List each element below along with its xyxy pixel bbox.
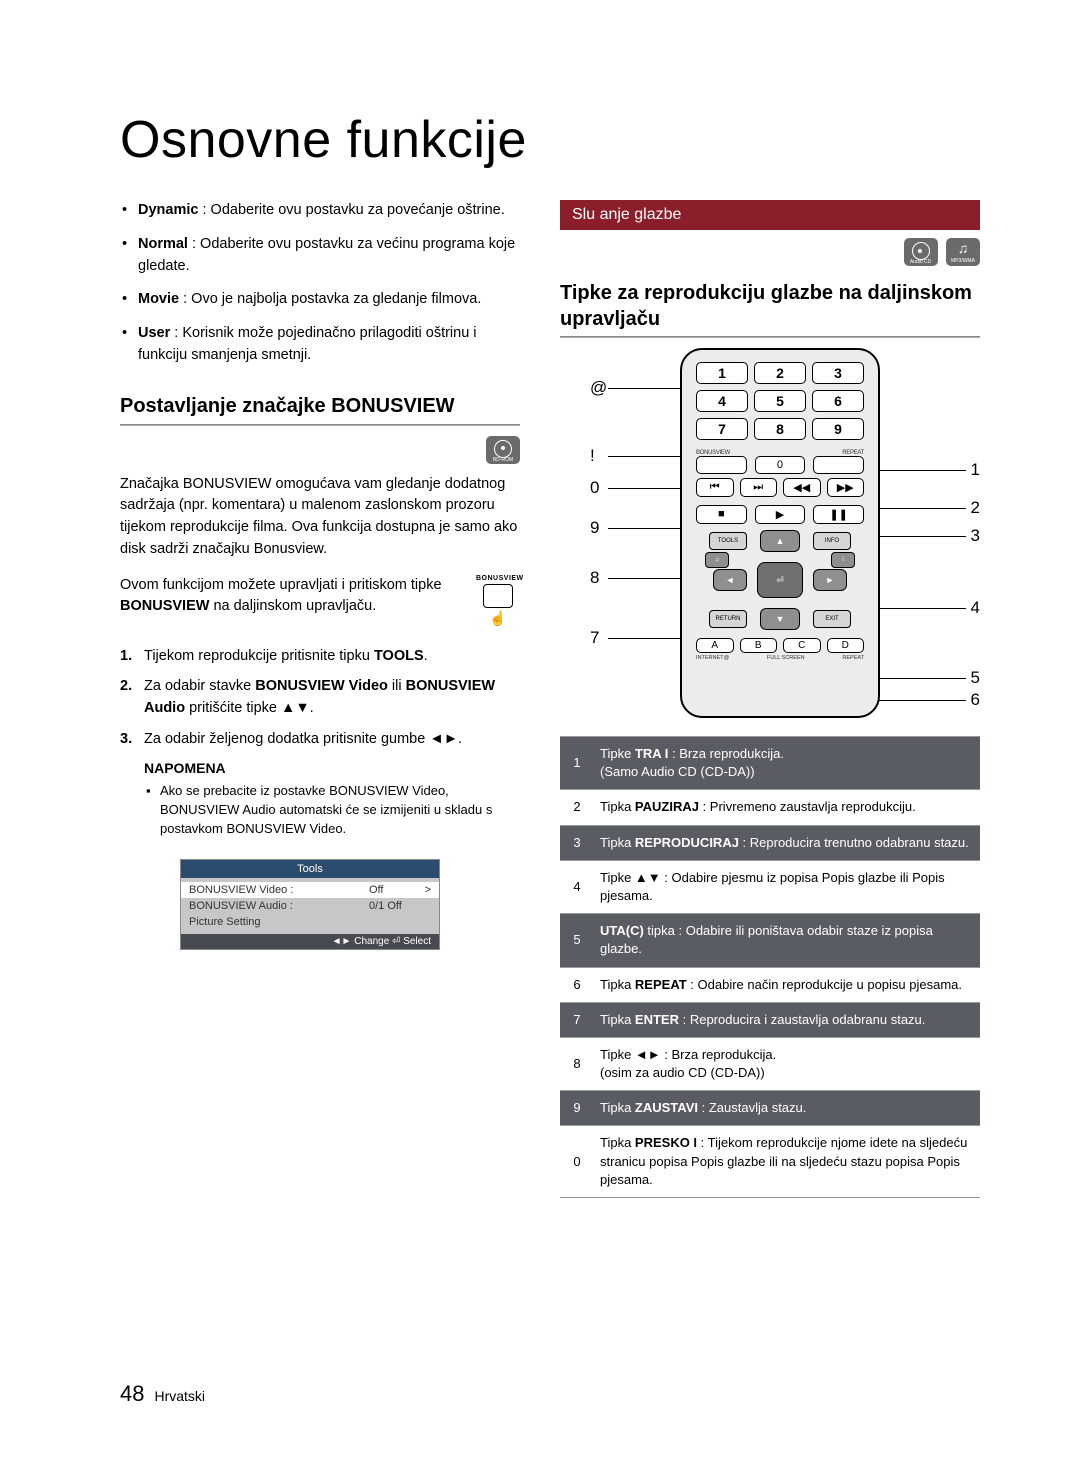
- callout: 8: [590, 568, 599, 588]
- table-row: 1Tipke TRA I : Brza reprodukcija.(Samo A…: [560, 737, 980, 790]
- table-row: 9Tipka ZAUSTAVI : Zaustavlja stazu.: [560, 1091, 980, 1126]
- note-label: NAPOMENA: [144, 760, 520, 776]
- tools-row: BONUSVIEW Video : Off >: [181, 882, 439, 898]
- callout: 4: [971, 598, 980, 618]
- callout: 3: [971, 526, 980, 546]
- tools-footer: ◄► Change ⏎ Select: [181, 934, 439, 949]
- num-0[interactable]: 0: [755, 456, 806, 474]
- dpad-down[interactable]: ▼: [760, 608, 800, 630]
- remote-diagram: @ ! 0 9 8 7 1 2 3 4 5 6: [560, 348, 980, 718]
- button-ref-table: 1Tipke TRA I : Brza reprodukcija.(Samo A…: [560, 736, 980, 1198]
- callout: 1: [971, 460, 980, 480]
- num-9[interactable]: 9: [812, 418, 864, 440]
- music-btn[interactable]: ♫: [705, 552, 729, 568]
- table-row: 0Tipka PRESKO I : Tijekom reprodukcije n…: [560, 1126, 980, 1198]
- dpad-right[interactable]: ►: [813, 569, 847, 591]
- tools-btn[interactable]: TOOLS: [709, 532, 747, 550]
- table-row: 2Tipka PAUZIRAJ : Privremeno zaustavlja …: [560, 790, 980, 825]
- dpad-left[interactable]: ◄: [713, 569, 747, 591]
- tools-title: Tools: [181, 860, 439, 878]
- table-row: 5UTA(C) tipka : Odabire ili poništava od…: [560, 914, 980, 967]
- divider: [560, 336, 980, 338]
- skip-next-btn[interactable]: ⏭: [740, 478, 778, 497]
- bonusview-key-icon: [483, 584, 513, 608]
- mp3-wma-icon: ♫MP3/WMA: [946, 238, 980, 266]
- play-btn[interactable]: ▶: [755, 505, 806, 524]
- num-1[interactable]: 1: [696, 362, 748, 384]
- tools-row: BONUSVIEW Audio : 0/1 Off: [181, 898, 439, 914]
- num-3[interactable]: 3: [812, 362, 864, 384]
- bonusview-heading: Postavljanje značajke BONUSVIEW: [120, 395, 520, 418]
- table-row: 4Tipke ▲▼ : Odabire pjesmu iz popisa Pop…: [560, 860, 980, 913]
- color-a[interactable]: A: [696, 638, 734, 653]
- tools-row: Picture Setting: [181, 914, 439, 930]
- callout: 9: [590, 518, 599, 538]
- return-btn[interactable]: RETURN: [709, 610, 747, 628]
- callout: 0: [590, 478, 599, 498]
- color-c[interactable]: C: [783, 638, 821, 653]
- tools-osd: Tools BONUSVIEW Video : Off > BONUSVIEW …: [180, 859, 440, 950]
- music-section-bar: Slu anje glazbe: [560, 200, 980, 230]
- hand-icon: ☝: [476, 610, 520, 627]
- table-row: 3Tipka REPRODUCIRAJ : Reproducira trenut…: [560, 825, 980, 860]
- remote-body: 1 2 3 4 5 6 7 8 9 BONUSVIEW REPEAT: [680, 348, 880, 718]
- divider: [120, 424, 520, 426]
- num-5[interactable]: 5: [754, 390, 806, 412]
- picture-mode-list: Dynamic : Odaberite ovu postavku za pove…: [120, 200, 520, 367]
- enter-btn[interactable]: ⏎: [757, 562, 803, 598]
- stop-btn[interactable]: ■: [696, 505, 747, 524]
- repeat-btn[interactable]: [813, 456, 864, 474]
- page-title: Osnovne funkcije: [120, 110, 980, 170]
- bonusview-key-label: BONUSVIEW: [476, 575, 520, 582]
- table-row: 8Tipke ◄► : Brza reprodukcija.(osim za a…: [560, 1037, 980, 1090]
- steps-list: Tijekom reprodukcije pritisnite tipku TO…: [120, 645, 520, 751]
- dpad: TOOLS INFO ♫ i ▲ ▼ ◄ ► ⏎ RETURN EXIT: [705, 530, 855, 630]
- exit-btn[interactable]: EXIT: [813, 610, 851, 628]
- num-6[interactable]: 6: [812, 390, 864, 412]
- bd-rom-icon: BD-ROM: [486, 436, 520, 464]
- skip-prev-btn[interactable]: ⏮: [696, 478, 734, 497]
- audio-cd-icon: Audio CD: [904, 238, 938, 266]
- num-7[interactable]: 7: [696, 418, 748, 440]
- info-btn[interactable]: INFO: [813, 532, 851, 550]
- table-row: 7Tipka ENTER : Reproducira i zaustavlja …: [560, 1002, 980, 1037]
- bonusview-body: Značajka BONUSVIEW omogućava vam gledanj…: [120, 474, 520, 561]
- color-b[interactable]: B: [740, 638, 778, 653]
- num-4[interactable]: 4: [696, 390, 748, 412]
- callout: 6: [971, 690, 980, 710]
- bonusview-callout: Ovom funkcijom možete upravljati i priti…: [120, 575, 520, 627]
- color-d[interactable]: D: [827, 638, 865, 653]
- callout: 2: [971, 498, 980, 518]
- dpad-up[interactable]: ▲: [760, 530, 800, 552]
- num-2[interactable]: 2: [754, 362, 806, 384]
- bonusview-btn[interactable]: [696, 456, 747, 474]
- callout: 7: [590, 628, 599, 648]
- note-list: Ako se prebacite iz postavke BONUSVIEW V…: [120, 782, 520, 839]
- i-btn[interactable]: i: [831, 552, 855, 568]
- num-8[interactable]: 8: [754, 418, 806, 440]
- forward-btn[interactable]: ▶▶: [827, 478, 865, 497]
- callout: @: [590, 378, 607, 398]
- music-heading: Tipke za reprodukciju glazbe na daljinsk…: [560, 280, 980, 332]
- table-row: 6Tipka REPEAT : Odabire način reprodukci…: [560, 967, 980, 1002]
- callout: !: [590, 446, 595, 466]
- page-footer: 48Hrvatski: [120, 1381, 205, 1407]
- callout: 5: [971, 668, 980, 688]
- pause-btn[interactable]: ❚❚: [813, 505, 864, 524]
- rewind-btn[interactable]: ◀◀: [783, 478, 821, 497]
